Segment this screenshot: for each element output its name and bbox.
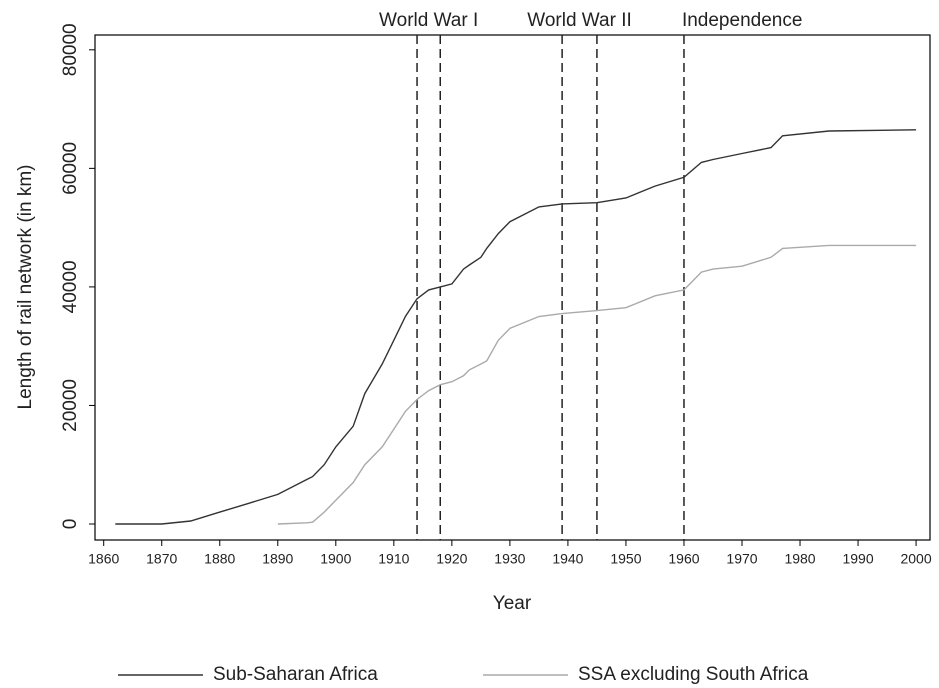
x-tick-label: 1910 [378,551,409,567]
x-tick-label: 1890 [262,551,293,567]
event-label: World War I [379,10,478,31]
x-tick-label: 1950 [610,551,641,567]
plot-frame [94,34,931,541]
series-line [115,129,917,525]
legend-label: SSA excluding South Africa [578,664,809,685]
legend-label: Sub-Saharan Africa [213,664,378,685]
x-tick-label: 1880 [204,551,235,567]
x-tick-label: 1920 [436,551,467,567]
x-tick-label: 2000 [900,551,931,567]
x-tick-label: 1980 [784,551,815,567]
y-tick-label: 40000 [60,260,81,313]
series-line [277,244,917,525]
x-tick-label: 1970 [726,551,757,567]
y-axis-label: Length of rail network (in km) [15,165,36,410]
event-label: Independence [682,10,802,31]
y-tick-label: 20000 [60,379,81,432]
y-tick-label: 60000 [60,142,81,195]
x-tick-label: 1860 [88,551,119,567]
x-tick-label: 1930 [494,551,525,567]
y-tick-label: 0 [60,519,81,530]
x-tick-label: 1870 [146,551,177,567]
x-tick-label: 1960 [668,551,699,567]
event-label: World War II [527,10,632,31]
x-tick-label: 1940 [552,551,583,567]
x-tick-label: 1990 [842,551,873,567]
x-tick-label: 1900 [320,551,351,567]
x-axis-label: Year [493,593,532,614]
y-tick-label: 80000 [60,23,81,76]
